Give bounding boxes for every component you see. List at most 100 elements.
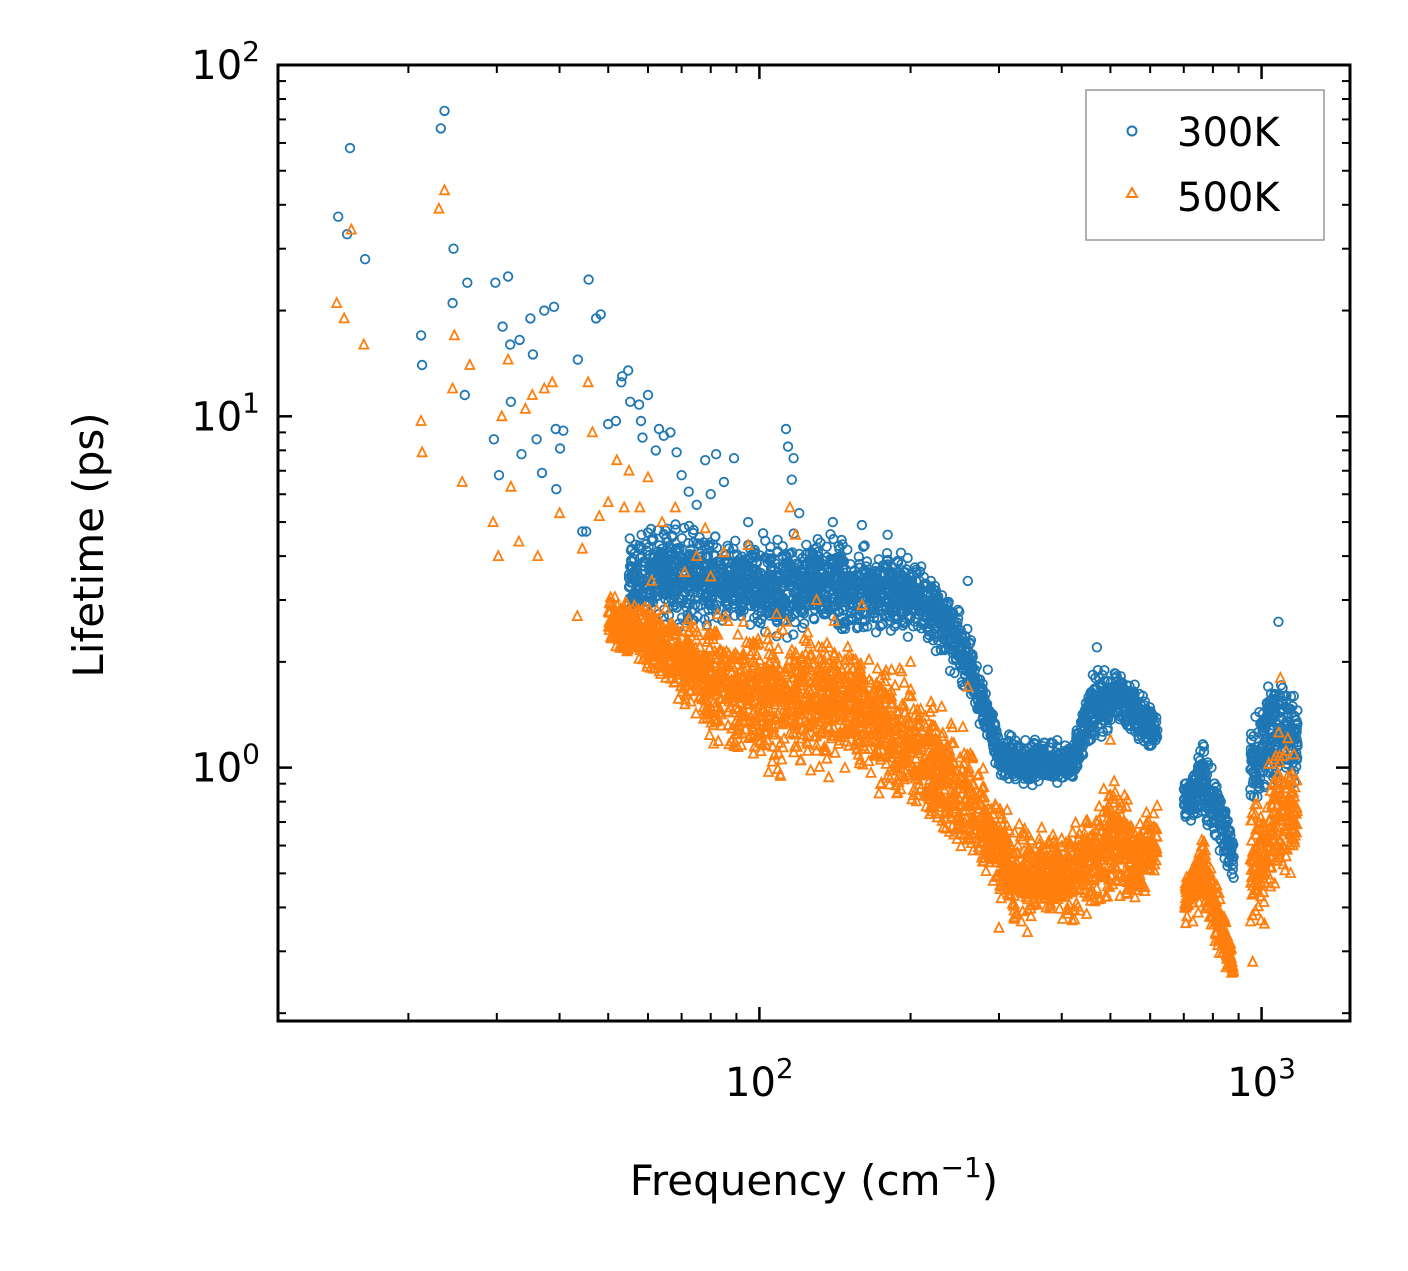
- data-point-300k-267: [640, 538, 652, 550]
- data-point-300k-547: [700, 590, 711, 602]
- data-point-300k-235: [645, 523, 657, 535]
- data-point-300k-271: [647, 596, 659, 608]
- data-point-300k-269: [629, 554, 640, 565]
- data-point-300k-1424: [860, 616, 871, 627]
- data-point-300k-1416: [876, 619, 888, 630]
- data-point-300k-253: [662, 568, 674, 579]
- data-point-300k-236: [669, 599, 681, 611]
- data-point-300k-1290: [858, 541, 869, 553]
- data-point-300k-542: [681, 602, 693, 614]
- data-point-300k-764: [735, 606, 746, 617]
- data-point-300k-1181: [814, 576, 825, 587]
- data-point-300k-1428: [871, 561, 882, 573]
- data-point-300k-746: [747, 557, 758, 568]
- data-point-300k-548: [714, 584, 725, 595]
- data-point-300k-1185: [821, 551, 833, 563]
- data-point-300k-1165: [847, 614, 858, 626]
- data-point-300k-947: [782, 575, 793, 586]
- data-point-300k-520: [699, 540, 711, 551]
- data-point-300k-1395: [875, 595, 887, 607]
- data-point-300k-449: [688, 537, 699, 549]
- data-point-300k-1176: [836, 554, 847, 566]
- series-300k: [333, 105, 1303, 884]
- data-point-300k-773: [746, 572, 757, 584]
- data-point-300k-554: [704, 567, 715, 579]
- data-point-300k-758: [751, 565, 762, 576]
- data-point-300k-781: [752, 583, 763, 594]
- data-point-300k-1325: [861, 556, 873, 567]
- data-point-300k-532: [689, 580, 700, 591]
- data-point-300k-1391: [899, 618, 910, 629]
- data-point-300k-252: [635, 552, 646, 564]
- data-point-300k-1201: [845, 571, 856, 583]
- data-point-300k-1203: [831, 572, 843, 583]
- data-point-300k-256: [655, 586, 666, 597]
- data-point-300k-245: [647, 563, 658, 575]
- data-point-300k-742: [731, 577, 742, 589]
- data-point-300k-36: [670, 519, 681, 530]
- data-point-300k-967: [799, 574, 811, 586]
- data-point-300k-510: [682, 598, 694, 609]
- data-point-300k-847: [777, 541, 788, 552]
- data-point-300k-526: [682, 581, 693, 592]
- data-point-300k-230: [641, 589, 653, 600]
- data-point-300k-153: [648, 534, 659, 545]
- data-point-300k-229: [625, 545, 637, 556]
- data-point-300k-261: [643, 542, 654, 553]
- data-point-300k-946: [792, 559, 804, 571]
- data-point-300k-779: [761, 605, 773, 616]
- data-point-300k-1129: [812, 546, 824, 558]
- data-point-300k-941: [779, 594, 790, 606]
- data-point-300k-327: [679, 522, 690, 534]
- data-point-300k-1178: [834, 553, 845, 564]
- data-point-300k-183: [636, 529, 647, 541]
- data-point-300k-950: [796, 559, 808, 571]
- data-point-300k-1431: [862, 589, 873, 600]
- data-point-300k-242: [647, 558, 658, 570]
- data-point-300k-1135: [825, 529, 836, 540]
- data-point-300k-782: [760, 577, 771, 589]
- data-point-300k-1371: [881, 548, 893, 559]
- data-point-300k-1042: [821, 541, 832, 552]
- data-point-300k-777: [739, 562, 751, 574]
- data-point-300k-1266: [870, 627, 882, 638]
- data-point-300k-966: [779, 598, 790, 610]
- data-point-300k-1166: [812, 570, 823, 581]
- data-point-300k-268: [662, 536, 674, 548]
- data-point-300k-1196: [832, 586, 843, 598]
- data-point-300k-218: [671, 601, 682, 613]
- data-point-300k-1182: [837, 539, 848, 550]
- data-point-300k-266: [654, 549, 666, 561]
- data-point-300k-519: [687, 564, 699, 576]
- data-point-300k-503: [710, 531, 721, 542]
- plot-points: [330, 105, 1304, 978]
- data-point-300k-778: [765, 565, 777, 577]
- data-point-300k-1198: [815, 604, 827, 616]
- data-point-300k-1070: [812, 534, 823, 545]
- data-point-300k-1110: [853, 551, 865, 562]
- data-point-300k-498: [703, 604, 714, 616]
- data-point-300k-416: [688, 524, 699, 536]
- data-point-300k-551: [699, 614, 710, 625]
- data-point-300k-1184: [833, 606, 845, 617]
- data-point-300k-1163: [845, 613, 857, 624]
- data-point-300k-325: [676, 533, 688, 544]
- data-point-300k-775: [740, 557, 751, 569]
- data-point-300k-1204: [818, 588, 830, 599]
- data-point-300k-663: [772, 534, 783, 546]
- data-point-300k-970: [792, 595, 803, 606]
- data-point-300k-1189: [838, 571, 850, 582]
- data-point-300k-1333: [859, 540, 870, 551]
- data-point-300k-549: [716, 574, 728, 585]
- data-point-300k-1294: [868, 612, 880, 624]
- data-point-300k-750: [749, 598, 760, 609]
- data-point-300k-1195: [849, 584, 860, 596]
- data-point-300k-499: [677, 581, 688, 593]
- data-point-300k-1193: [850, 574, 861, 585]
- data-point-300k-247: [658, 528, 670, 540]
- data-point-300k-1154: [851, 623, 863, 634]
- data-point-300k-971: [783, 606, 794, 617]
- data-point-300k-1205: [831, 582, 843, 593]
- data-point-300k-737: [736, 599, 747, 611]
